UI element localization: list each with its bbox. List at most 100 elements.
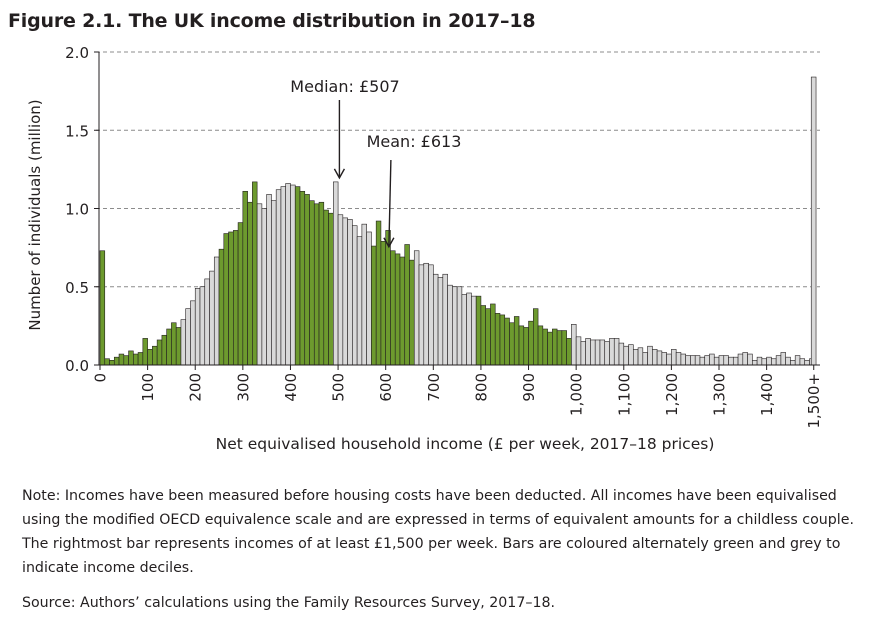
bar [552, 328, 558, 366]
bar [452, 286, 458, 366]
bar [113, 356, 120, 366]
x-tick-label: 1,400 [758, 373, 776, 416]
bar [275, 189, 282, 366]
bar [533, 308, 539, 366]
mean-arrow [388, 159, 392, 247]
bar [290, 184, 296, 366]
bar [642, 352, 648, 366]
bar [680, 353, 686, 366]
bar [180, 319, 187, 366]
bar [156, 339, 163, 366]
x-tick-label: 800 [472, 373, 490, 402]
bars [99, 76, 817, 366]
bar [133, 353, 139, 366]
bar [147, 349, 153, 366]
bar [766, 356, 772, 366]
bar [480, 305, 486, 366]
x-tick-label: 900 [520, 373, 538, 402]
bar [537, 325, 544, 366]
bar [313, 203, 320, 366]
gridlines [96, 51, 820, 288]
bar [161, 334, 167, 366]
bar [437, 277, 444, 366]
bar [271, 200, 277, 366]
bar [775, 355, 782, 366]
x-tick-label: 500 [330, 373, 348, 402]
bar [428, 264, 434, 366]
bar [318, 201, 325, 366]
bar [380, 241, 386, 366]
bar [694, 355, 701, 366]
y-axis-label: Number of individuals (million) [26, 99, 44, 330]
bar [609, 338, 615, 366]
bar [233, 230, 239, 366]
bar [518, 325, 525, 366]
bar [142, 338, 148, 366]
bar [390, 250, 396, 366]
bar [323, 209, 329, 366]
bar [185, 308, 191, 366]
bar [566, 338, 572, 366]
bar [280, 186, 287, 366]
bar [209, 270, 215, 366]
bar [299, 190, 306, 366]
bar [623, 345, 629, 366]
bar [309, 200, 315, 366]
bar [528, 320, 534, 366]
bar [613, 338, 620, 366]
bar [99, 250, 106, 366]
y-tick-label: 0.0 [65, 357, 89, 375]
bar [228, 231, 234, 366]
bar [494, 313, 501, 366]
bar [247, 201, 253, 366]
bar [433, 273, 439, 366]
bar [242, 190, 248, 366]
bar [361, 223, 367, 366]
bar [756, 356, 763, 366]
y-tick-label: 0.5 [65, 279, 89, 297]
bar [547, 331, 553, 366]
bar [337, 214, 344, 366]
bar [632, 349, 639, 366]
bar [118, 353, 125, 366]
bar [704, 355, 710, 366]
y-tick-label: 2.0 [65, 44, 89, 62]
bar [752, 360, 758, 366]
bar [137, 352, 144, 366]
bar [542, 328, 548, 366]
bar [394, 253, 401, 366]
x-tick-label: 300 [234, 373, 252, 402]
y-tick-label: 1.5 [65, 122, 89, 140]
bar [690, 355, 696, 366]
x-tick-label: 1,000 [568, 373, 586, 416]
x-tick-label: 1,300 [711, 373, 729, 416]
bar [618, 342, 625, 366]
bar [328, 212, 334, 366]
x-tick-label: 0 [92, 373, 110, 383]
bar [737, 353, 744, 366]
bar [261, 208, 267, 366]
bar [418, 264, 425, 366]
chart-note: Note: Incomes have been measured before … [22, 488, 854, 576]
x-tick-label: 100 [139, 373, 157, 402]
bar [461, 294, 467, 366]
bar [256, 203, 263, 366]
bar [204, 278, 210, 366]
bar [728, 356, 734, 366]
bar [385, 230, 391, 366]
bar [785, 356, 791, 366]
bar [747, 353, 753, 366]
bar [399, 256, 406, 366]
bar [347, 219, 353, 366]
bar [356, 236, 363, 366]
bar [352, 225, 358, 366]
bar [661, 352, 667, 366]
x-tick-label: 1,200 [663, 373, 681, 416]
bar [713, 356, 720, 366]
bar [761, 358, 767, 366]
bar [732, 356, 739, 366]
bar [794, 355, 801, 366]
bar [509, 322, 515, 366]
bar [504, 317, 510, 366]
bar [194, 288, 201, 366]
